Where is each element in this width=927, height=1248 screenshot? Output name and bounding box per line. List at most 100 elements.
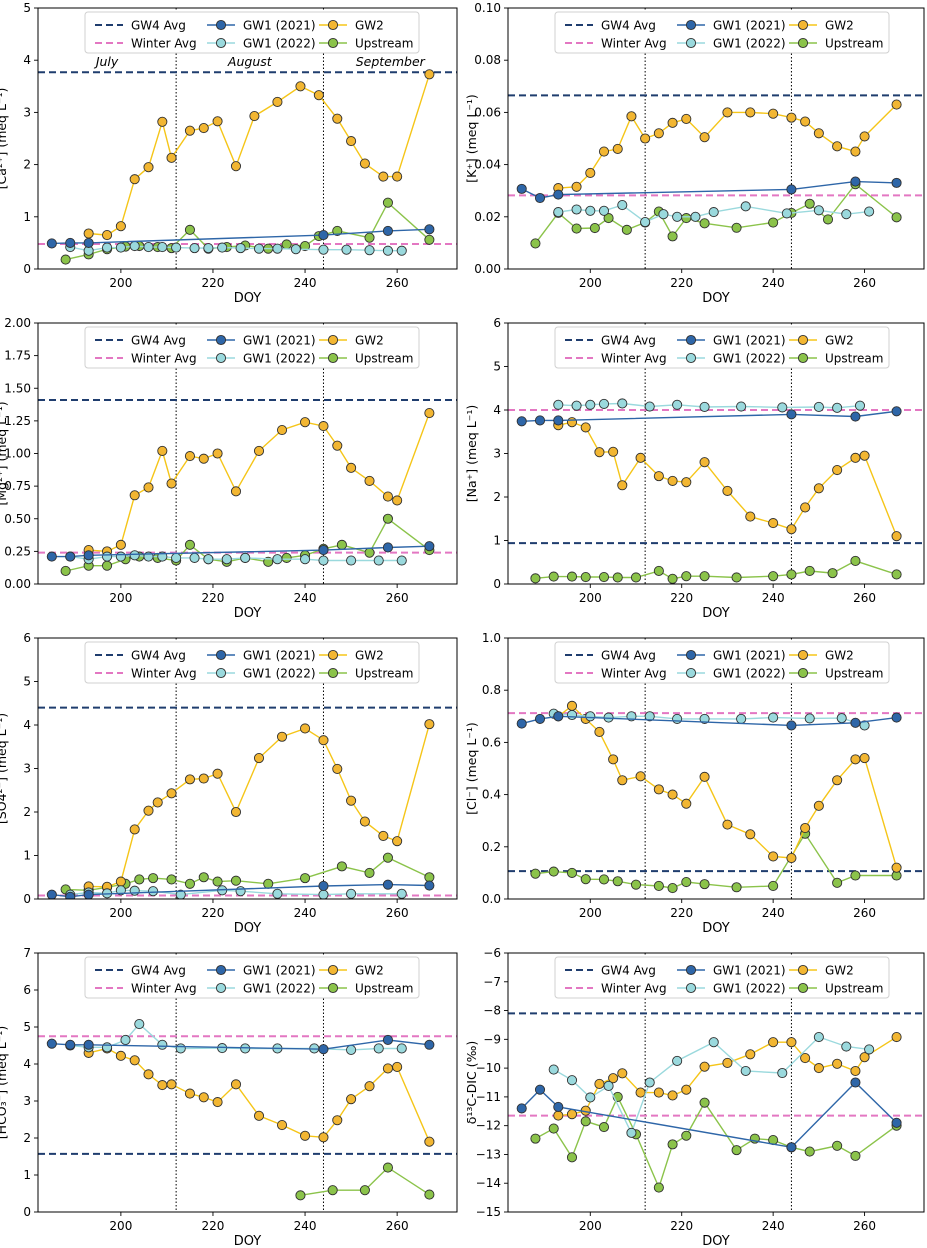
plot-area [508,323,924,584]
data-point-gw1-2021 [516,416,527,427]
data-point-gw1-2021 [850,1077,861,1088]
y-tick-label: 1 [23,1168,31,1182]
data-point-gw2 [699,132,710,143]
data-point-gw1-2021 [65,551,76,562]
data-point-gw2 [157,445,168,456]
data-point-gw2 [184,125,195,136]
legend-label-gw1-2021: GW1 (2021) [713,19,786,33]
y-tick-label: −8 [483,1004,501,1018]
data-point-gw2 [667,789,678,800]
data-point-gw1-2022 [175,1043,186,1054]
data-point-upstream [530,1133,541,1144]
y-tick-label: 0.50 [4,512,31,526]
data-point-gw1-2022 [672,399,683,410]
legend-marker-gw2 [797,964,809,976]
data-point-upstream [580,874,591,885]
data-point-upstream [263,878,274,889]
panel-na: 0 1 2 3 4 5 6 200 220 240 260 DOY [Na⁺] (meq L⁻¹) GW4… [464,316,925,621]
data-point-upstream [580,571,591,583]
data-point-gw2 [566,417,578,428]
data-point-gw1-2022 [148,886,159,897]
data-point-upstream [786,569,797,580]
data-point-gw2 [786,112,797,123]
data-point-gw1-2021 [891,1117,902,1128]
data-point-gw1-2022 [699,401,710,413]
data-point-gw1-2022 [115,885,126,896]
legend-label-winter: Winter Avg [131,667,197,681]
panel-hco3: 0 1 2 3 4 5 6 7 200 220 240 260 DOY [HCO₃⁻] (meq L⁻¹)… [0,946,458,1248]
legend-label-gw2: GW2 [355,334,384,348]
data-point-gw1-2021 [65,1039,76,1050]
legend-label-gw1-2022: GW1 (2022) [243,37,316,51]
data-point-gw1-2022 [272,554,283,565]
data-point-gw2 [318,421,329,432]
data-point-gw2 [359,816,370,827]
data-point-gw1-2022 [253,243,265,254]
data-point-gw1-2021 [534,415,546,426]
data-point-gw1-2022 [115,242,126,253]
y-tick-label: 1 [23,849,31,863]
plot-area [508,953,924,1212]
legend-marker-gw1-2021 [215,334,227,346]
y-tick-label: −7 [483,975,501,989]
y-tick-label: 0.0 [482,892,501,906]
data-point-gw2 [212,448,223,459]
legend: GW4 Avg Winter Avg GW1 (2021) GW1 (2022) GW2… [84,641,420,684]
data-point-gw2 [681,1084,692,1095]
legend-marker-gw1-2021 [685,964,697,976]
y-tick-label: 6 [23,631,31,645]
legend-marker-gw1-2021 [685,19,697,31]
x-axis-label: DOY [702,606,730,621]
data-point-gw2 [850,1065,861,1077]
series-gw1-2021 [516,1077,902,1153]
data-point-upstream [184,539,195,550]
data-point-gw1-2022 [189,243,200,254]
x-tick-label: 240 [294,591,317,605]
y-tick-label: 0.06 [474,105,501,119]
data-point-gw1-2022 [585,399,596,410]
data-point-gw2 [313,90,324,101]
x-tick-label: 260 [386,276,409,290]
data-point-gw1-2022 [864,1044,875,1055]
data-point-gw2 [891,1031,902,1043]
panel-d13c: −15 −14 −13 −12 −11 −10 −9 −8 −7 −6 200 220 240 260 DO… [464,946,925,1248]
data-point-gw1-2021 [516,183,527,194]
data-point-upstream [804,565,815,577]
data-point-gw1-2022 [396,555,407,566]
legend-marker-gw1-2022 [215,37,227,49]
data-point-gw1-2021 [382,879,393,890]
month-label: September [356,54,426,69]
data-point-gw2 [382,491,393,502]
data-point-gw1-2022 [203,554,214,565]
data-point-upstream [530,573,541,584]
legend: GW4 Avg Winter Avg GW1 (2021) GW1 (2022) GW2… [554,11,890,54]
data-point-gw2 [653,471,664,482]
data-point-gw2 [813,1063,824,1074]
data-point-gw2 [230,161,242,172]
data-point-gw2 [571,181,582,192]
data-point-gw1-2021 [516,718,527,729]
data-point-gw2 [768,1037,779,1048]
legend-label-gw1-2021: GW1 (2021) [713,334,786,348]
legend: GW4 Avg Winter Avg GW1 (2021) GW1 (2022) GW2… [554,326,890,369]
data-point-gw2 [635,452,646,463]
data-point-gw1-2022 [813,1031,824,1043]
legend: GW4 Avg Winter Avg GW1 (2021) GW1 (2022) GW2… [84,956,420,999]
data-point-upstream [667,231,678,242]
data-point-gw2 [143,162,154,173]
series-gw1-2021 [46,879,435,899]
y-tick-label: 7 [23,946,31,960]
y-tick-label: 0.00 [474,262,501,276]
series-line-gw2 [88,74,431,236]
x-tick-label: 220 [202,1219,225,1233]
legend: GW4 Avg Winter Avg GW1 (2021) GW1 (2022) GW2… [84,11,420,54]
y-tick-label: 0 [23,262,31,276]
data-point-gw2 [580,422,591,433]
series-line-gw1-2021 [521,410,897,422]
data-point-gw1-2021 [891,406,902,417]
data-point-gw2 [667,117,678,128]
data-point-upstream [768,880,779,892]
data-point-upstream [212,876,223,887]
data-point-gw1-2022 [617,398,628,409]
data-point-gw2 [681,113,692,124]
